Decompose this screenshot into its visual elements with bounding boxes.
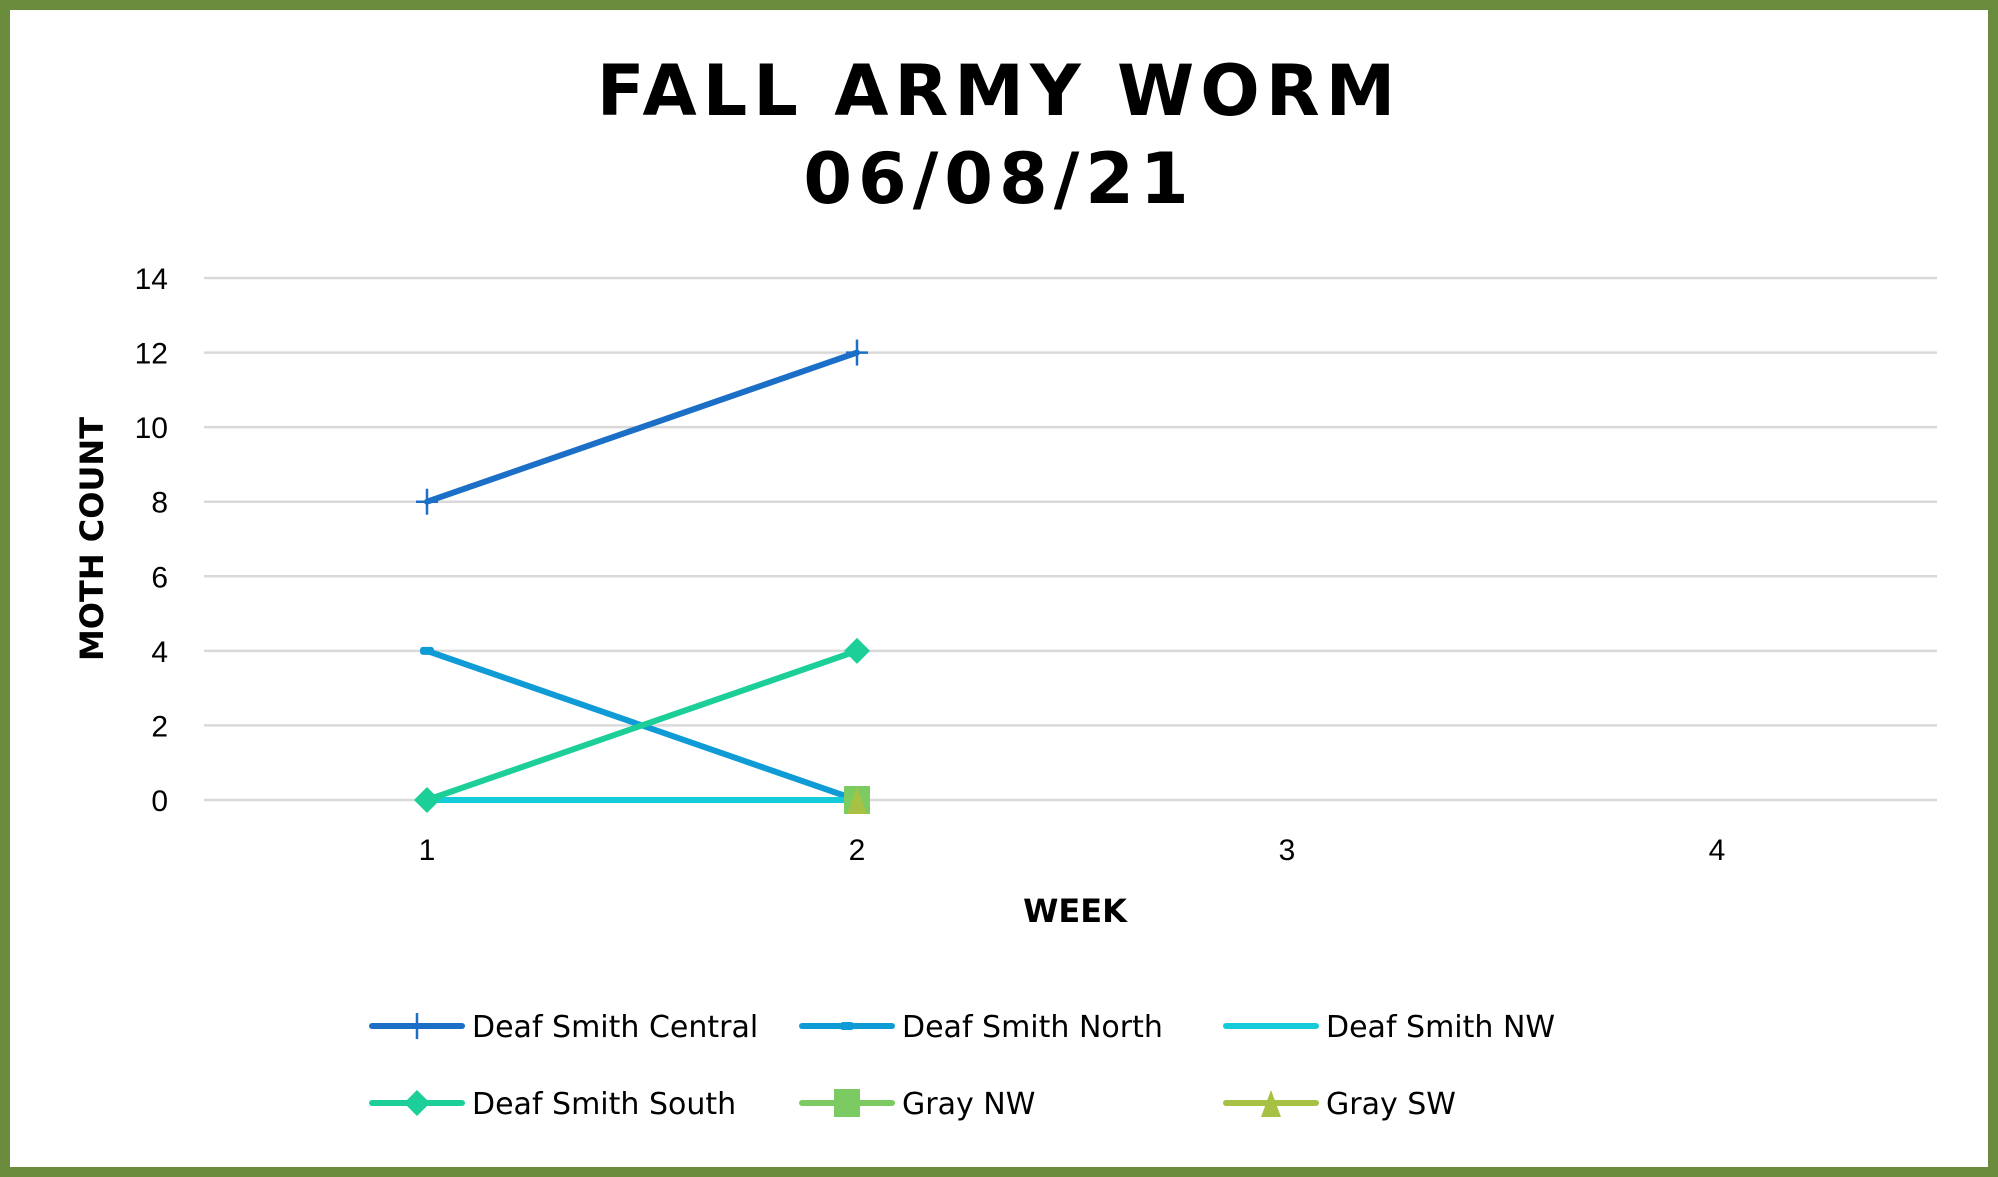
series-line: [424, 647, 860, 803]
x-tick-label: 3: [1279, 834, 1296, 867]
y-tick-label: 14: [135, 263, 168, 296]
legend-label: Deaf Smith South: [472, 1087, 736, 1122]
chart-title-line-1: FALL ARMY WORM: [597, 50, 1402, 132]
chart-title-line-2: 06/08/21: [803, 138, 1194, 220]
legend-label: Gray SW: [1326, 1087, 1456, 1122]
y-axis-label: MOTH COUNT: [73, 417, 111, 661]
plus-marker: [416, 488, 438, 515]
x-tick-label: 1: [419, 834, 436, 867]
legend-label: Gray NW: [902, 1087, 1035, 1122]
plus-marker: [846, 339, 868, 366]
series-line: [424, 349, 860, 505]
series-deaf-smith-south: [414, 637, 870, 813]
y-tick-label: 0: [151, 785, 168, 818]
triangle-marker: [1261, 1090, 1281, 1117]
legend-item: Deaf Smith South: [369, 1087, 736, 1122]
y-tick-label: 12: [135, 338, 168, 371]
square-marker: [834, 1089, 860, 1117]
y-tick-label: 2: [151, 710, 168, 743]
x-axis-label: WEEK: [1023, 892, 1128, 930]
y-tick-label: 4: [151, 636, 168, 669]
series-gray-sw: [847, 787, 867, 814]
plus-marker: [406, 1013, 428, 1039]
legend-item: Deaf Smith North: [799, 1010, 1163, 1045]
y-tick-label: 10: [135, 412, 168, 445]
x-tick-label: 2: [849, 834, 866, 867]
series-deaf-smith-central: [416, 339, 868, 515]
dash-marker: [840, 1022, 854, 1030]
triangle-marker: [847, 787, 867, 814]
legend-item: Gray NW: [799, 1087, 1035, 1122]
legend-item: Deaf Smith Central: [369, 1010, 758, 1045]
y-tick-label: 6: [151, 561, 168, 594]
x-tick-label: 4: [1709, 834, 1726, 867]
legend-label: Deaf Smith North: [902, 1010, 1163, 1045]
legend-item: Deaf Smith NW: [1223, 1010, 1555, 1045]
legend-label: Deaf Smith Central: [472, 1010, 758, 1045]
diamond-marker: [414, 787, 440, 813]
legend-item: Gray SW: [1223, 1087, 1456, 1122]
legend-label: Deaf Smith NW: [1326, 1010, 1555, 1045]
diamond-marker: [844, 637, 870, 664]
y-tick-label: 8: [151, 487, 168, 520]
dash-marker: [420, 646, 434, 655]
diamond-marker: [404, 1090, 430, 1116]
